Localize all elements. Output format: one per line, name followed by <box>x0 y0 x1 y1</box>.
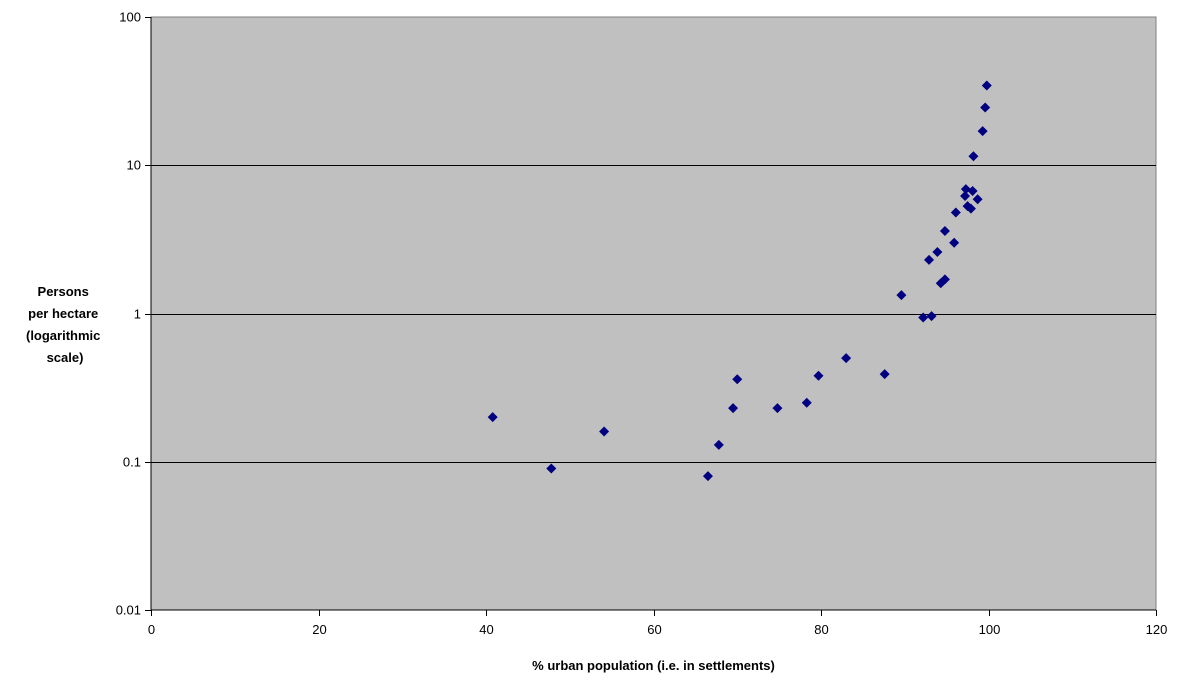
data-point <box>926 311 937 322</box>
data-point <box>950 207 961 218</box>
gridlines <box>151 165 1156 463</box>
y-axis-title-line: per hectare <box>28 306 98 321</box>
data-point <box>813 370 824 381</box>
y-axis-title-line: Persons <box>38 284 89 299</box>
data-point <box>713 439 724 450</box>
data-point <box>924 254 935 265</box>
data-point <box>918 312 929 323</box>
data-point <box>801 397 812 408</box>
y-tick-label: 10 <box>127 158 141 173</box>
data-point <box>772 403 783 414</box>
data-point <box>487 412 498 423</box>
data-point <box>879 369 890 380</box>
x-tick-label: 60 <box>647 622 661 637</box>
data-point <box>599 426 610 437</box>
axes <box>150 17 1156 611</box>
x-axis-ticks: 0 20 40 60 80 100 120 <box>148 610 1167 637</box>
x-tick-label: 80 <box>814 622 828 637</box>
data-point <box>932 246 943 257</box>
data-point <box>977 126 988 137</box>
y-tick-label: 100 <box>119 10 141 25</box>
data-point <box>728 403 739 414</box>
y-axis-title-line: (logarithmic <box>26 328 100 343</box>
y-tick-label: 1 <box>134 307 141 322</box>
x-tick-label: 120 <box>1146 622 1168 637</box>
x-tick-label: 40 <box>479 622 493 637</box>
y-axis-title: Persons per hectare (logarithmic scale) <box>26 284 104 365</box>
data-point <box>981 80 992 91</box>
data-point <box>965 203 976 214</box>
data-point <box>949 237 960 248</box>
data-point <box>968 151 979 162</box>
y-axis-ticks: 0.01 0.1 1 10 100 <box>116 10 151 618</box>
data-point <box>702 471 713 482</box>
x-axis-title: % urban population (i.e. in settlements) <box>532 658 775 673</box>
data-point <box>939 274 950 285</box>
x-tick-label: 20 <box>312 622 326 637</box>
y-tick-label: 0.01 <box>116 603 141 618</box>
plot-area <box>150 16 1157 611</box>
data-point <box>960 191 971 202</box>
data-point <box>546 463 557 474</box>
data-point <box>841 353 852 364</box>
data-point <box>896 290 907 301</box>
data-point <box>980 102 991 113</box>
data-point <box>939 226 950 237</box>
x-tick-label: 100 <box>979 622 1001 637</box>
x-tick-label: 0 <box>148 622 155 637</box>
data-point <box>967 186 978 197</box>
y-axis-title-line: scale) <box>47 350 84 365</box>
data-point <box>732 374 743 385</box>
y-tick-label: 0.1 <box>123 455 141 470</box>
data-points <box>487 80 992 482</box>
data-point <box>972 194 983 205</box>
